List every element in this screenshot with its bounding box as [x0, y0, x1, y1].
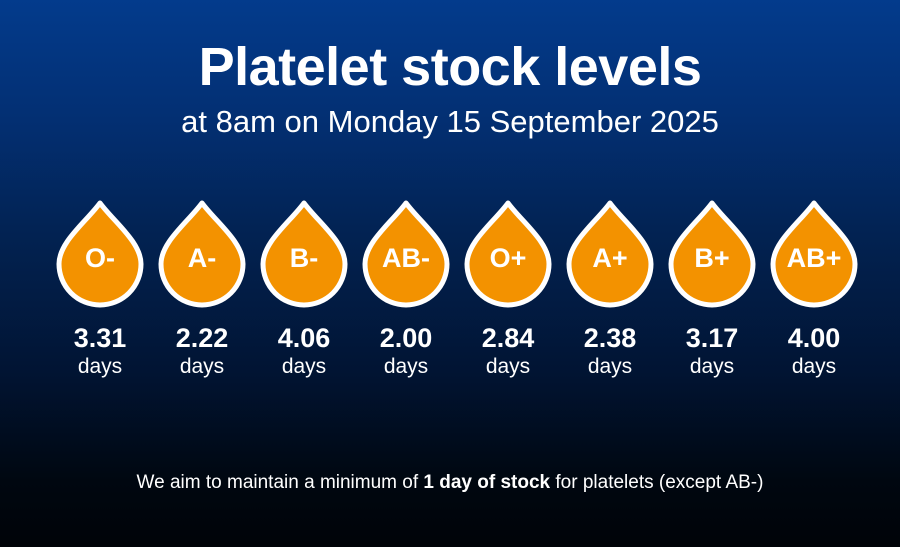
stock-days-unit: days [77, 355, 123, 378]
stock-item-a-neg: A- 2.22 days [152, 200, 252, 390]
note-suffix: for platelets (except AB-) [550, 472, 764, 493]
stock-days-value: 2.00 [379, 323, 433, 353]
stock-item-a-pos: A+ 2.38 days [560, 200, 660, 390]
note-prefix: We aim to maintain a minimum of [136, 472, 424, 493]
stock-days-unit: days [383, 355, 429, 378]
stock-item-o-pos: O+ 2.84 days [458, 200, 558, 390]
blood-drop-icon [566, 200, 654, 308]
blood-group-label: O+ [489, 243, 527, 273]
blood-group-label: A- [187, 243, 217, 273]
stock-days-unit: days [485, 355, 531, 378]
stock-target-note: We aim to maintain a minimum of 1 day of… [0, 470, 900, 496]
blood-group-label: AB- [382, 243, 430, 273]
stock-item-ab-pos: AB+ 4.00 days [764, 200, 864, 390]
blood-group-label: O- [85, 243, 115, 273]
stock-days-unit: days [791, 355, 837, 378]
blood-drop-icon [260, 200, 348, 308]
blood-drop-icon [668, 200, 756, 308]
blood-group-label: B- [289, 243, 319, 273]
blood-group-label: AB+ [786, 243, 842, 273]
stock-days-value: 4.06 [277, 323, 331, 353]
stock-days-value: 4.00 [787, 323, 841, 353]
stock-days-unit: days [281, 355, 327, 378]
stock-days-value: 2.22 [175, 323, 229, 353]
blood-group-stock-list: O- 3.31 days A- 2.22 days B- 4.06 days A… [50, 200, 860, 390]
note-emphasis: 1 day of stock [423, 472, 551, 493]
stock-days-unit: days [689, 355, 735, 378]
page-subtitle: at 8am on Monday 15 September 2025 [181, 104, 719, 139]
blood-drop-icon [158, 200, 246, 308]
stock-days-value: 3.17 [685, 323, 739, 353]
blood-drop-icon [770, 200, 858, 308]
blood-group-label: A+ [592, 243, 628, 273]
stock-days-value: 3.31 [73, 323, 127, 353]
blood-drop-icon [56, 200, 144, 308]
stock-item-b-neg: B- 4.06 days [254, 200, 354, 390]
stock-days-unit: days [179, 355, 225, 378]
stock-item-ab-neg: AB- 2.00 days [356, 200, 456, 390]
stock-days-unit: days [587, 355, 633, 378]
blood-drop-icon [362, 200, 450, 308]
stock-item-o-neg: O- 3.31 days [50, 200, 150, 390]
stock-days-value: 2.38 [583, 323, 637, 353]
stock-item-b-pos: B+ 3.17 days [662, 200, 762, 390]
page-title: Platelet stock levels [198, 37, 702, 97]
blood-group-label: B+ [694, 243, 730, 273]
stock-days-value: 2.84 [481, 323, 535, 353]
blood-drop-icon [464, 200, 552, 308]
